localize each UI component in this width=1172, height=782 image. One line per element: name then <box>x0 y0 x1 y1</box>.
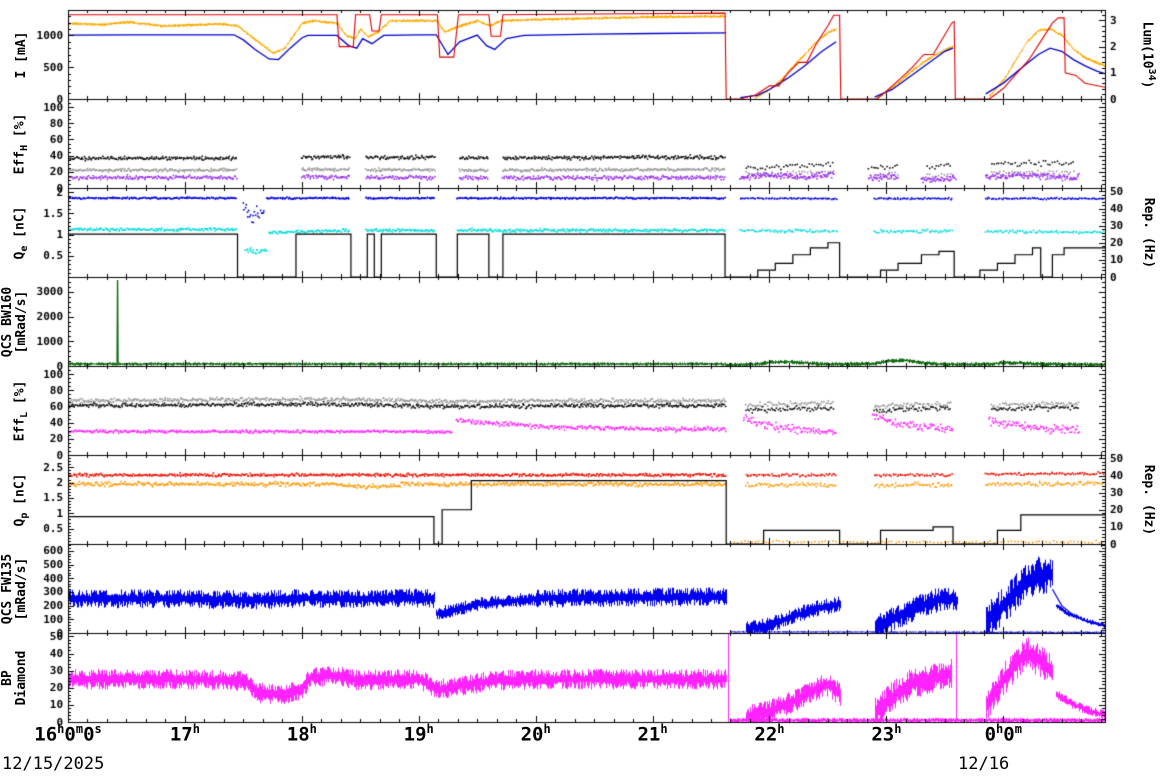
y-axis-label: I [mA] <box>14 31 30 78</box>
right-axis-label: Lum(1034) <box>1139 21 1158 88</box>
y-axis-label: Qe [nC] <box>12 206 30 259</box>
x-tick-label: 20h <box>520 722 551 746</box>
y-axis-label: BP Diamond <box>0 650 29 705</box>
x-tick-label: 18h <box>286 722 317 746</box>
y-axis-label: QCS FW135 [mRad/s] <box>0 553 29 624</box>
y-axis-label: QCS BW160 [mRad/s] <box>0 286 29 357</box>
y-axis-label: EffL [%] <box>12 380 30 441</box>
right-axis-label: Rep. (Hz) <box>1140 197 1156 268</box>
x-tick-label: 19h <box>403 722 434 746</box>
date-end-label: 12/16 <box>958 754 1010 774</box>
x-tick-label: 21h <box>637 722 668 746</box>
y-axis-label: EffH [%] <box>12 113 30 174</box>
date-start-label: 12/15/2025 <box>2 754 105 774</box>
x-tick-label: 22h <box>754 722 785 746</box>
x-tick-label: 0h0m <box>984 722 1022 746</box>
x-tick-label: 17h <box>169 722 200 746</box>
x-tick-label: 23h <box>871 722 902 746</box>
x-tick-label: 16h0m0s <box>34 722 102 746</box>
y-axis-label: Qp [nC] <box>12 473 30 526</box>
right-axis-label: Rep. (Hz) <box>1140 464 1156 535</box>
